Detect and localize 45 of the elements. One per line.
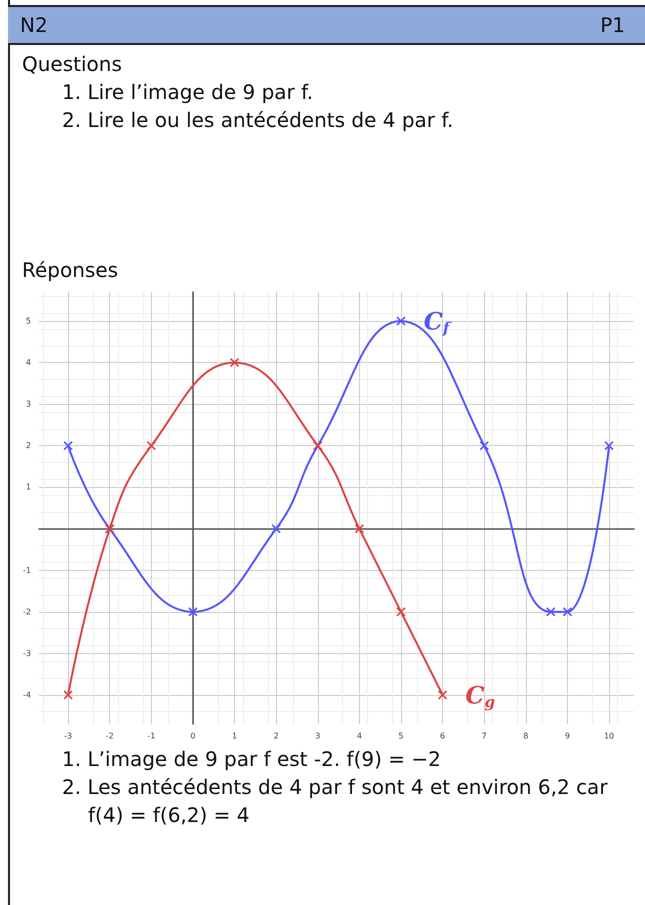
y-tick-label: -4 xyxy=(22,690,31,700)
point xyxy=(604,440,614,450)
point xyxy=(271,524,281,534)
text: N2 xyxy=(20,12,48,39)
x-tick-label: 0 xyxy=(190,732,196,740)
point xyxy=(562,607,572,617)
x-tick-label: 4 xyxy=(356,732,362,740)
y-tick-label: -1 xyxy=(22,566,31,575)
y-tick-label: 2 xyxy=(26,441,31,450)
x-tick-label: 2 xyxy=(274,732,279,740)
y-tick-label: 5 xyxy=(26,316,31,326)
x-tick-label: -1 xyxy=(147,732,156,740)
point xyxy=(230,358,240,368)
point xyxy=(438,690,448,700)
x-tick-label: 5 xyxy=(398,732,404,740)
point xyxy=(546,607,556,617)
y-tick-label: 1 xyxy=(26,482,31,492)
x-tick-label: 6 xyxy=(440,732,446,740)
text: 1. Lire l’image de 9 par f. xyxy=(61,79,314,106)
point xyxy=(63,690,73,700)
text: P1 xyxy=(600,12,625,39)
x-tick-label: 7 xyxy=(482,732,487,740)
y-tick-label: -2 xyxy=(22,607,31,616)
point xyxy=(63,440,73,450)
point xyxy=(479,440,490,450)
x-tick-label: 10 xyxy=(604,732,614,740)
point xyxy=(396,607,406,617)
point xyxy=(146,440,156,450)
point xyxy=(188,607,198,617)
x-tick-label: 3 xyxy=(315,732,320,740)
point xyxy=(396,316,406,326)
x-tick-label: -2 xyxy=(106,732,114,740)
x-tick-label: 9 xyxy=(564,732,570,740)
text: 2. Lire le ou les antécédents de 4 par f. xyxy=(61,107,454,134)
x-tick-label: -3 xyxy=(64,732,72,740)
y-tick-label: -3 xyxy=(22,648,31,658)
text: 2. Les antécédents de 4 par f sont 4 et environ 6,2 car f(4) = f(6,2) = 4 xyxy=(62,774,609,829)
text: Questions xyxy=(22,51,123,78)
x-tick-label: 1 xyxy=(232,732,238,740)
point xyxy=(354,524,364,534)
x-tick-label: 8 xyxy=(523,732,528,740)
text: 1. L’image de 9 par f est -2. f(9) = −2 xyxy=(62,746,442,773)
y-tick-label: 3 xyxy=(26,400,31,409)
y-tick-label: 4 xyxy=(26,358,31,368)
text: Réponses xyxy=(22,257,118,284)
